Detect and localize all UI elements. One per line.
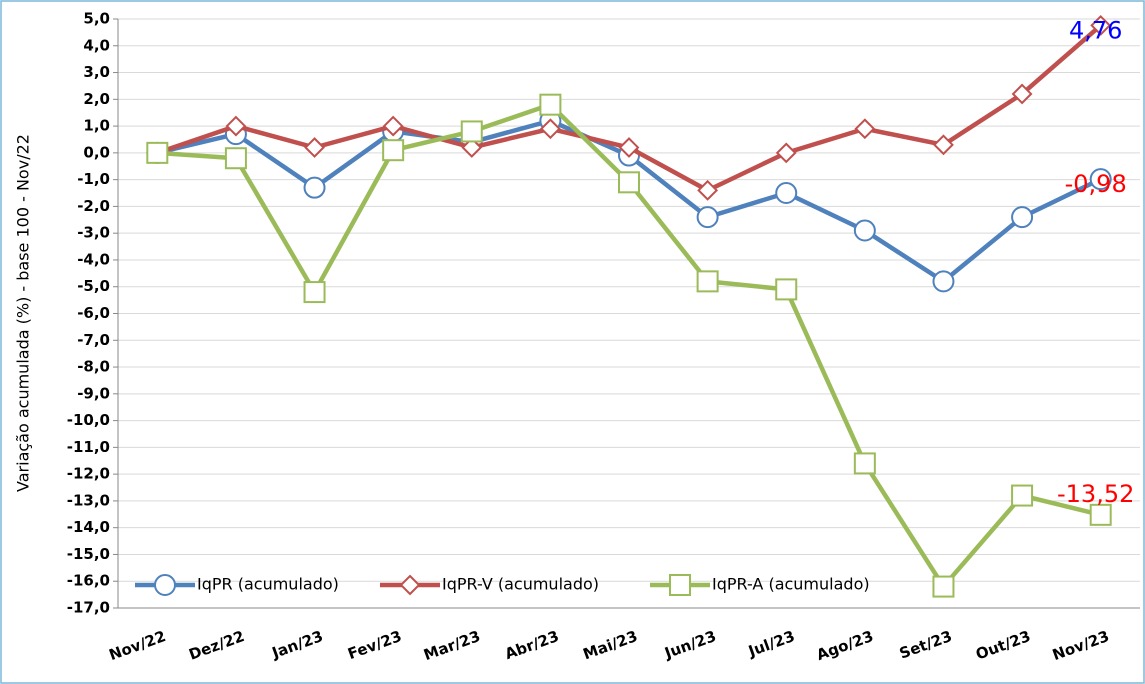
- marker: [146, 141, 169, 164]
- marker: [775, 142, 797, 164]
- legend-label: IqPR-A (acumulado): [712, 575, 870, 594]
- marker: [775, 182, 798, 205]
- data-label: -0,98: [1065, 170, 1127, 198]
- marker: [696, 270, 719, 293]
- y-tick-label: -5,0: [77, 277, 110, 295]
- marker: [618, 137, 640, 158]
- legend-label: IqPR-V (acumulado): [442, 575, 599, 594]
- marker: [932, 270, 955, 293]
- marker: [1090, 15, 1112, 36]
- marker: [933, 134, 954, 156]
- y-tick-label: -4,0: [77, 250, 110, 268]
- series: [146, 93, 1112, 598]
- y-tick-label: -6,0: [77, 304, 110, 322]
- marker: [1089, 503, 1112, 526]
- marker: [854, 118, 876, 140]
- marker: [697, 179, 719, 201]
- y-tick-label: -10,0: [67, 411, 110, 429]
- marker: [382, 115, 404, 137]
- marker: [539, 118, 561, 140]
- marker: [154, 574, 176, 596]
- y-tick-label: -11,0: [67, 438, 110, 456]
- marker: [1089, 168, 1112, 191]
- y-tick-label: -9,0: [77, 384, 110, 402]
- y-tick-label: -12,0: [67, 465, 110, 483]
- marker: [303, 281, 326, 304]
- marker: [382, 139, 405, 162]
- y-tick-label: 5,0: [83, 10, 110, 28]
- marker: [225, 115, 247, 137]
- y-tick-label: -3,0: [77, 224, 110, 242]
- y-tick-label: -14,0: [67, 518, 110, 536]
- y-tick-label: -15,0: [67, 545, 110, 563]
- data-label: -13,52: [1057, 480, 1134, 508]
- marker: [1011, 83, 1033, 105]
- marker: [775, 278, 798, 301]
- y-tick-label: 3,0: [83, 63, 110, 81]
- marker: [539, 93, 562, 116]
- y-tick-label: -13,0: [67, 491, 110, 509]
- marker: [932, 575, 955, 598]
- marker: [461, 137, 483, 158]
- legend-item: IqPR (acumulado): [135, 574, 339, 596]
- y-axis-label: Variação acumulada (%) - base 100 - Nov/…: [14, 134, 33, 492]
- y-tick-label: -16,0: [67, 572, 110, 590]
- marker: [853, 219, 876, 242]
- marker: [399, 574, 421, 596]
- y-tick-label: 1,0: [83, 117, 110, 135]
- marker: [1011, 484, 1034, 507]
- data-label: 4,76: [1069, 16, 1122, 44]
- y-tick-label: -17,0: [67, 599, 110, 617]
- marker: [618, 171, 640, 194]
- marker: [853, 452, 876, 475]
- marker: [1011, 206, 1034, 229]
- legend-label: IqPR (acumulado): [197, 575, 339, 594]
- y-tick-label: -2,0: [77, 197, 110, 215]
- marker: [224, 147, 247, 170]
- y-tick-label: 4,0: [83, 36, 110, 54]
- marker: [669, 574, 691, 596]
- y-tick-label: 2,0: [83, 90, 110, 108]
- y-tick-label: 0,0: [83, 143, 110, 161]
- y-tick-label: -7,0: [77, 331, 110, 349]
- y-tick-label: -8,0: [77, 358, 110, 376]
- y-tick-label: -1,0: [77, 170, 110, 188]
- marker: [696, 206, 719, 229]
- marker: [303, 176, 326, 199]
- marker: [304, 137, 325, 158]
- marker: [460, 120, 483, 143]
- legend-item: IqPR-A (acumulado): [650, 574, 870, 596]
- legend-item: IqPR-V (acumulado): [380, 574, 599, 596]
